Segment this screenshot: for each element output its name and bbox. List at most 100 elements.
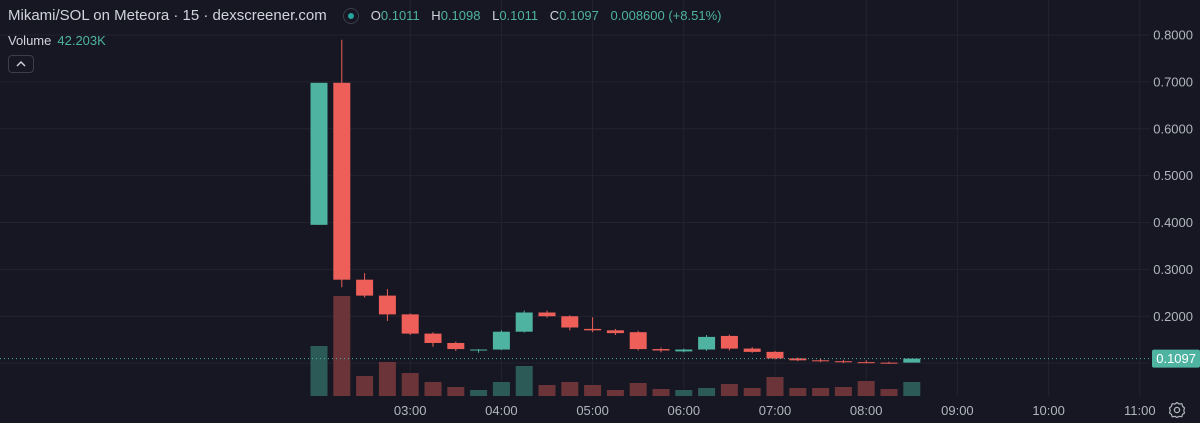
last-price-line: 0.1097 [0, 349, 1200, 368]
candle-body [378, 295, 396, 315]
candle [424, 332, 442, 347]
x-tick-label: 11:00 [1124, 403, 1156, 418]
close-label: C [549, 8, 560, 23]
candle [401, 313, 419, 335]
candle-body [743, 348, 761, 352]
candle-body [447, 342, 465, 350]
x-tick-label: 10:00 [1032, 403, 1065, 418]
candle [310, 82, 328, 225]
candle-body [675, 349, 693, 352]
y-tick-label: 0.2000 [1153, 309, 1193, 324]
collapse-legend-button[interactable] [8, 55, 34, 73]
candle-body [766, 351, 784, 359]
candle [356, 273, 374, 298]
candle [561, 315, 579, 331]
volume-bar [789, 388, 807, 396]
candle [447, 341, 465, 351]
low-label: L [492, 8, 500, 23]
volume-bar [356, 376, 374, 396]
volume-value: 42.203K [57, 33, 106, 48]
x-tick-label: 09:00 [941, 403, 974, 418]
volume-bar [812, 388, 830, 396]
low-value: 0.1011 [499, 8, 539, 23]
volume-bar [606, 390, 624, 396]
candle [470, 349, 488, 353]
last-price-tag [1152, 349, 1200, 368]
candle [492, 330, 510, 350]
volume-bar [857, 381, 875, 396]
candle-body [356, 279, 374, 296]
volume-bar [766, 377, 784, 396]
candle-body [652, 349, 670, 351]
volume-bar [561, 382, 579, 396]
volume-bar [378, 362, 396, 396]
candle-body [606, 330, 624, 334]
volume-bar [880, 389, 898, 396]
volume-bar [470, 390, 488, 396]
volume-bar [743, 388, 761, 396]
high-label: H [431, 8, 441, 23]
candle-body [538, 312, 556, 317]
volume-bars [310, 296, 921, 396]
candle-body [584, 328, 602, 331]
volume-bar [698, 388, 716, 396]
settings-gear-icon[interactable] [1168, 401, 1186, 419]
change-value: 0.008600 (+8.51%) [610, 8, 722, 23]
ohlc-readout: O0.1011 H0.1098 L0.1011 C0.1097 0.008600… [371, 8, 722, 23]
candle [903, 358, 921, 363]
candle-body [880, 362, 898, 364]
candle [789, 357, 807, 362]
x-tick-label: 06:00 [668, 403, 701, 418]
x-tick-label: 03:00 [394, 403, 427, 418]
x-tick-label: 05:00 [576, 403, 609, 418]
x-tick-label: 08:00 [850, 403, 883, 418]
candle [812, 358, 830, 363]
close-value: 0.1097 [559, 8, 599, 23]
candle-body [720, 335, 738, 349]
candle-body [561, 316, 579, 328]
open-label: O [370, 8, 381, 23]
candle-body [424, 333, 442, 343]
y-tick-label: 0.8000 [1153, 28, 1193, 43]
chevron-up-icon [16, 61, 26, 67]
volume-bar [675, 390, 693, 396]
candle [333, 39, 351, 288]
candle-body [857, 362, 875, 364]
volume-bar [492, 382, 510, 396]
y-tick-label: 0.4000 [1153, 215, 1193, 230]
y-tick-label: 0.3000 [1153, 262, 1193, 277]
volume-bar [515, 366, 533, 396]
volume-bar [584, 385, 602, 396]
x-tick-label: 04:00 [485, 403, 518, 418]
price-axis[interactable]: 0.8000 0.7000 0.6000 0.5000 0.4000 0.3000 0.20… [1153, 28, 1193, 324]
x-tick-label: 07:00 [759, 403, 792, 418]
volume-bar [333, 296, 351, 396]
candle-body [401, 314, 419, 334]
y-tick-label: 0.5000 [1153, 168, 1193, 183]
volume-bar [447, 387, 465, 396]
candle-body [470, 349, 488, 351]
volume-bar [424, 382, 442, 396]
candle [629, 330, 647, 351]
volume-bar [720, 384, 738, 396]
candle-body [515, 312, 533, 332]
candle-body [333, 82, 351, 280]
candle-body [310, 82, 328, 225]
candle [652, 347, 670, 353]
candle [834, 359, 852, 364]
candle-body [903, 358, 921, 363]
candle [857, 360, 875, 364]
last-price-label: 0.1097 [1156, 351, 1196, 366]
candle [766, 350, 784, 360]
candle [880, 361, 898, 364]
volume-bar [903, 382, 921, 396]
chart-legend: Mikami/SOL on Meteora · 15 · dexscreener… [8, 7, 721, 24]
volume-legend: Volume 42.203K [8, 33, 106, 48]
volume-bar [310, 346, 328, 396]
candle [538, 310, 556, 318]
candle [584, 317, 602, 333]
live-status-icon[interactable] [342, 7, 359, 24]
open-value: 0.1011 [380, 8, 420, 23]
time-axis[interactable]: 03:00 04:00 05:00 06:00 07:00 08:00 09:00 10:00… [394, 403, 1156, 418]
